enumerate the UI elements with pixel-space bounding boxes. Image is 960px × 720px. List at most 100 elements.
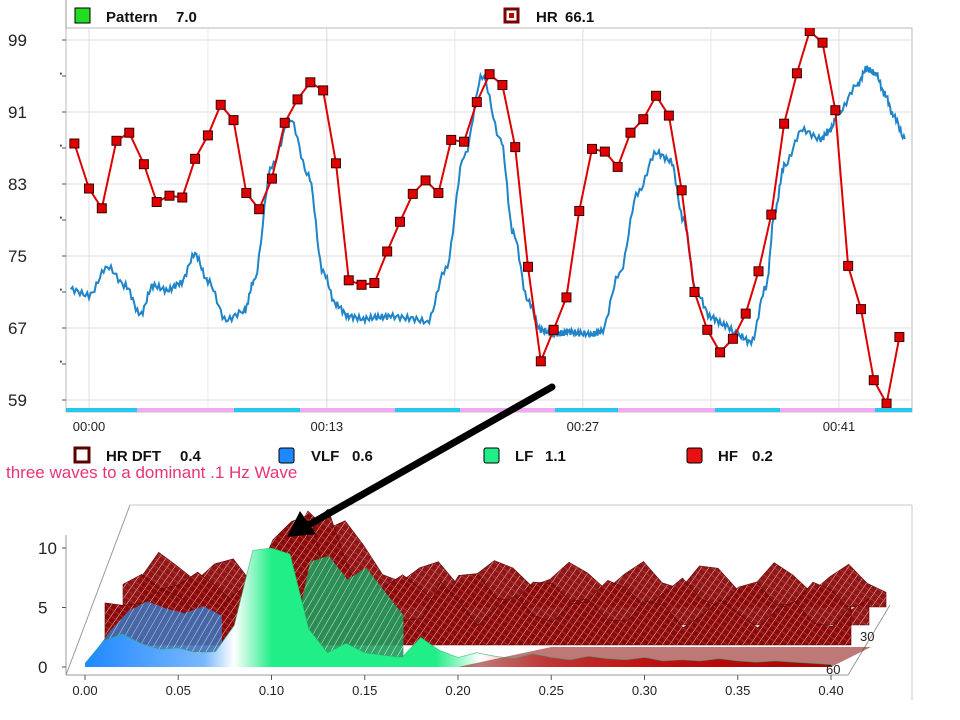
bottom-y-tick-label: 10 bbox=[38, 539, 57, 558]
spectrum-outline bbox=[84, 547, 832, 665]
hr-point bbox=[471, 97, 482, 108]
hf-value: 0.2 bbox=[752, 448, 773, 465]
top-series bbox=[69, 28, 906, 409]
timeline-segment bbox=[395, 408, 460, 412]
bottom-x-tick-label: 0.30 bbox=[632, 683, 657, 698]
annotation-arrow bbox=[287, 383, 556, 537]
x-tick-label: 00:27 bbox=[567, 419, 600, 434]
bottom-x-tick-label: 0.00 bbox=[72, 683, 97, 698]
hr-point bbox=[740, 308, 751, 319]
lf-swatch bbox=[483, 447, 500, 464]
legend-vlf: VLF 0.6 bbox=[278, 447, 373, 465]
hr-point bbox=[318, 85, 329, 96]
hr-time-series-panel: Pattern 7.0 HR 66.1 99 · 91 · 83 · 75 · 67 · 59 00… bbox=[8, 0, 913, 434]
spectrum-panel: HR DFT 0.4 VLF 0.6 LF 1.1 HF 0.2 bbox=[38, 446, 913, 700]
timeline-segment bbox=[137, 408, 234, 412]
hr-point bbox=[663, 110, 674, 121]
y-minor-dot: · bbox=[58, 63, 64, 82]
hr-point bbox=[727, 333, 738, 344]
hr-point bbox=[343, 275, 354, 286]
hr-point bbox=[151, 197, 162, 207]
timeline-segment bbox=[875, 408, 912, 412]
hr-point bbox=[855, 304, 866, 315]
hr-swatch-inner bbox=[509, 13, 514, 18]
hr-point bbox=[843, 260, 854, 271]
bottom-y-axis: 10 5 0 bbox=[38, 539, 66, 677]
vlf-swatch bbox=[278, 447, 295, 464]
y-tick-label: 91 bbox=[8, 103, 27, 122]
hr-point bbox=[266, 173, 277, 184]
hr-point bbox=[484, 69, 495, 80]
hf-label: HF bbox=[718, 448, 738, 465]
hr-point bbox=[254, 204, 265, 215]
hr-point bbox=[382, 246, 393, 257]
hr-point bbox=[279, 117, 290, 128]
hr-dft-swatch bbox=[73, 446, 91, 464]
hr-point bbox=[753, 266, 764, 277]
hr-point bbox=[651, 90, 662, 101]
y-minor-dot: · bbox=[58, 279, 64, 298]
y-tick-label: 75 bbox=[8, 247, 27, 266]
bottom-x-tick-label: 0.10 bbox=[259, 683, 284, 698]
hr-point bbox=[523, 261, 534, 272]
x-tick-label: 00:00 bbox=[73, 419, 106, 434]
hr-point bbox=[69, 138, 80, 149]
hr-dft-label: HR DFT bbox=[106, 448, 161, 465]
bottom-x-tick-label: 0.35 bbox=[725, 683, 750, 698]
timeline-segment bbox=[715, 408, 780, 412]
hr-point bbox=[791, 68, 802, 79]
hr-point bbox=[305, 77, 316, 88]
hr-point bbox=[894, 332, 905, 342]
timeline-segment bbox=[618, 408, 715, 412]
hr-point bbox=[881, 398, 892, 409]
hr-point bbox=[561, 292, 572, 303]
depth-axis: 30 60 bbox=[826, 629, 874, 677]
x-tick-label: 00:13 bbox=[311, 419, 344, 434]
hr-point bbox=[587, 143, 598, 154]
bottom-x-tick-label: 0.05 bbox=[166, 683, 191, 698]
bottom-x-tick-label: 0.20 bbox=[445, 683, 470, 698]
hr-point bbox=[625, 127, 636, 138]
top-y-axis: 99 · 91 · 83 · 75 · 67 · 59 bbox=[8, 31, 66, 410]
hr-point bbox=[612, 161, 623, 172]
arrow-shaft bbox=[301, 383, 556, 531]
bottom-x-axis: 0.00 0.05 0.10 0.15 0.20 0.25 0.30 0.35 0.40 bbox=[72, 675, 844, 698]
y-minor-dot: · bbox=[58, 207, 64, 226]
hr-point bbox=[111, 135, 122, 146]
hr-point bbox=[138, 159, 149, 170]
legend-hr: HR 66.1 bbox=[503, 7, 594, 26]
legend-hf: HF 0.2 bbox=[686, 447, 773, 465]
hr-point bbox=[715, 347, 726, 358]
hr-point bbox=[433, 188, 444, 198]
y-minor-dot: · bbox=[58, 135, 64, 154]
hr-label: HR bbox=[536, 9, 558, 26]
y-tick-label: 59 bbox=[8, 391, 27, 410]
hr-point bbox=[779, 118, 790, 129]
timeline-band bbox=[66, 408, 912, 412]
hr-point bbox=[330, 158, 341, 169]
hr-point bbox=[638, 114, 649, 125]
hr-point bbox=[510, 142, 521, 153]
hr-point bbox=[676, 185, 687, 196]
depth-edge-left bbox=[65, 504, 131, 676]
hr-point bbox=[202, 130, 213, 141]
hr-point bbox=[817, 37, 828, 48]
arrow-head bbox=[287, 511, 316, 537]
bottom-y-tick-label: 0 bbox=[38, 658, 47, 677]
timeline-segment bbox=[780, 408, 875, 412]
top-plot-area bbox=[65, 27, 913, 413]
y-tick-label: 99 bbox=[8, 31, 27, 50]
hr-point bbox=[420, 175, 431, 186]
hr-point bbox=[804, 28, 815, 36]
hr-point bbox=[124, 127, 135, 138]
hr-point bbox=[459, 136, 469, 147]
hr-point bbox=[535, 356, 546, 367]
lf-mesh bbox=[290, 555, 404, 657]
hr-point bbox=[868, 375, 879, 386]
top-grid bbox=[66, 28, 912, 412]
hr-point bbox=[177, 192, 188, 203]
hr-point bbox=[215, 99, 226, 110]
lf-value: 1.1 bbox=[545, 448, 566, 465]
bottom-y-tick-label: 5 bbox=[38, 599, 47, 618]
